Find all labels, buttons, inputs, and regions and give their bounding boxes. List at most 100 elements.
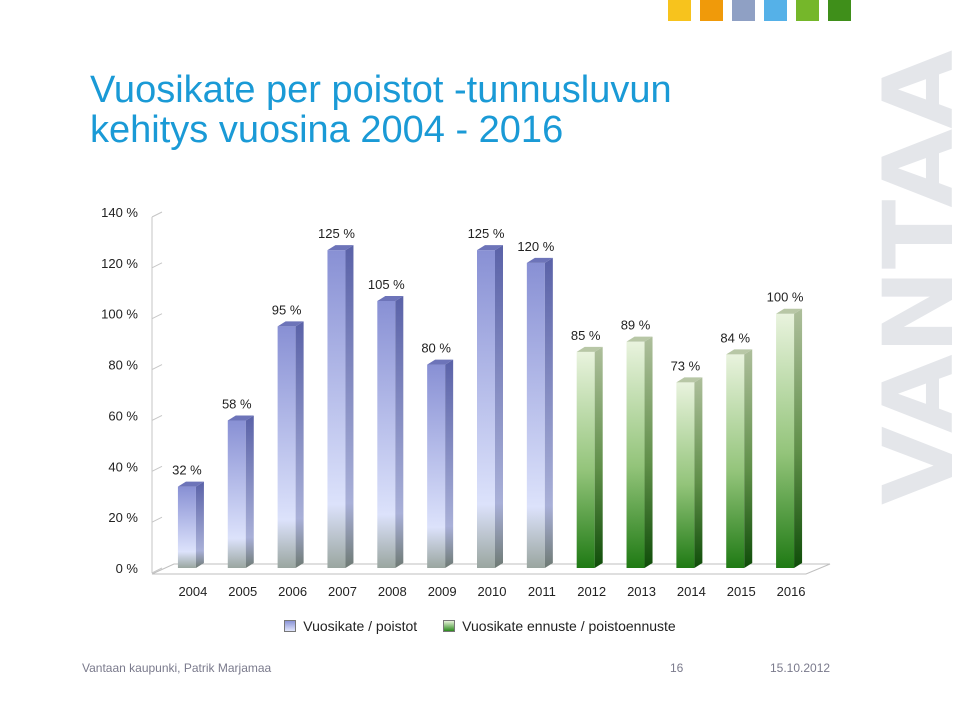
x-tick-label: 2011 — [528, 584, 556, 599]
data-label: 73 % — [671, 358, 701, 373]
bar-top — [626, 336, 653, 342]
legend-label-forecast: Vuosikate ennuste / poistoennuste — [462, 618, 676, 634]
bar-2016 — [776, 308, 803, 568]
bar-front — [427, 364, 446, 568]
bar-top — [776, 308, 803, 314]
footer-author: Vantaan kaupunki, Patrik Marjamaa — [82, 661, 272, 675]
bar-top — [477, 245, 503, 251]
bar-top — [377, 296, 404, 301]
bar-front — [676, 382, 695, 568]
bar-2011 — [526, 257, 553, 568]
bar-top — [526, 257, 553, 263]
x-tick-label: 2005 — [228, 584, 257, 599]
bar-front — [576, 351, 595, 568]
data-label: 80 % — [421, 341, 451, 356]
slide-title: Vuosikate per poistot -tunnusluvun kehit… — [90, 70, 810, 150]
chart-floor — [151, 563, 831, 575]
bar-top — [427, 359, 454, 365]
bar-top — [177, 481, 204, 487]
x-tick-label: 2006 — [278, 584, 307, 599]
bar-front — [726, 354, 745, 568]
bar-side — [694, 377, 703, 568]
x-tick-label: 2008 — [378, 584, 407, 599]
bar-top — [576, 346, 603, 352]
title-line-1: Vuosikate per poistot -tunnusluvun — [90, 69, 672, 111]
bar-side — [495, 245, 503, 568]
data-label: 105 % — [368, 277, 405, 292]
legend-swatch-actual — [284, 620, 297, 632]
bar-front — [327, 250, 346, 568]
y-tick-mark — [151, 211, 163, 218]
y-tick-mark — [151, 516, 163, 523]
y-tick-label: 20 % — [108, 510, 138, 525]
y-tick-mark — [151, 313, 163, 320]
y-tick-mark — [151, 567, 163, 574]
data-label: 32 % — [172, 463, 202, 478]
decorative-square-4 — [764, 0, 787, 21]
y-tick-mark — [151, 262, 163, 269]
bar-chart: 0 % 20 % 40 % 60 % 80 % 100 % 120 % 140 % 2004 32… — [101, 205, 831, 599]
bar-side — [594, 346, 603, 568]
x-tick-label: 2014 — [677, 584, 706, 599]
data-label: 125 % — [468, 226, 505, 241]
data-label: 84 % — [720, 330, 750, 345]
y-tick-mark — [151, 414, 163, 421]
bar-front — [277, 326, 296, 568]
decorative-square-2 — [700, 0, 723, 21]
bar-front — [477, 250, 495, 568]
data-label: 85 % — [571, 328, 601, 343]
bar-front — [526, 262, 545, 568]
bar-2014 — [676, 377, 703, 568]
footer-page-number: 16 — [670, 661, 684, 675]
bar-2013 — [626, 336, 653, 568]
bar-side — [794, 308, 803, 568]
bar-2005 — [227, 415, 254, 568]
data-label: 125 % — [318, 226, 355, 241]
bar-side — [345, 245, 354, 568]
bar-side — [295, 321, 304, 568]
bar-front — [227, 420, 246, 568]
data-label: 120 % — [517, 239, 554, 254]
x-tick-label: 2013 — [627, 584, 656, 599]
bar-side — [195, 481, 204, 568]
bar-2010 — [477, 245, 503, 568]
bar-2009 — [427, 359, 454, 568]
y-tick-label: 0 % — [116, 561, 139, 576]
x-tick-label: 2016 — [777, 584, 806, 599]
y-tick-label: 80 % — [108, 358, 138, 373]
bar-side — [445, 359, 454, 568]
chart-legend: Vuosikate / poistot Vuosikate ennuste / … — [0, 618, 960, 634]
decorative-square-6 — [828, 0, 851, 21]
bar-2015 — [726, 349, 753, 568]
y-tick-mark — [151, 465, 163, 472]
legend-item-actual: Vuosikate / poistot — [284, 618, 417, 634]
decorative-square-3 — [732, 0, 755, 21]
y-tick-label: 60 % — [108, 408, 138, 423]
legend-swatch-forecast — [443, 620, 456, 632]
y-tick-label: 40 % — [108, 459, 138, 474]
x-tick-label: 2015 — [727, 584, 756, 599]
x-tick-label: 2012 — [577, 584, 606, 599]
decorative-square-1 — [668, 0, 691, 21]
bar-side — [744, 349, 753, 568]
y-tick-label: 120 % — [101, 256, 138, 271]
y-tick-label: 100 % — [101, 307, 138, 322]
bar-top — [227, 415, 254, 421]
legend-label-actual: Vuosikate / poistot — [303, 618, 418, 634]
data-label: 95 % — [272, 302, 302, 317]
vantaa-watermark-logo: VANTAA — [880, 50, 960, 505]
bar-2006 — [277, 321, 304, 568]
bar-2012 — [576, 346, 603, 568]
y-tick-label: 140 % — [101, 205, 138, 220]
bar-top — [726, 349, 753, 355]
bar-2007 — [327, 245, 354, 568]
bar-front — [377, 301, 396, 568]
bar-top — [327, 245, 354, 251]
data-label: 89 % — [621, 318, 651, 333]
footer-date: 15.10.2012 — [770, 661, 831, 675]
bar-side — [245, 415, 254, 568]
bar-front — [177, 486, 196, 568]
y-tick-mark — [151, 364, 163, 371]
svg-text:VANTAA: VANTAA — [880, 50, 960, 505]
decorative-squares — [668, 0, 851, 21]
